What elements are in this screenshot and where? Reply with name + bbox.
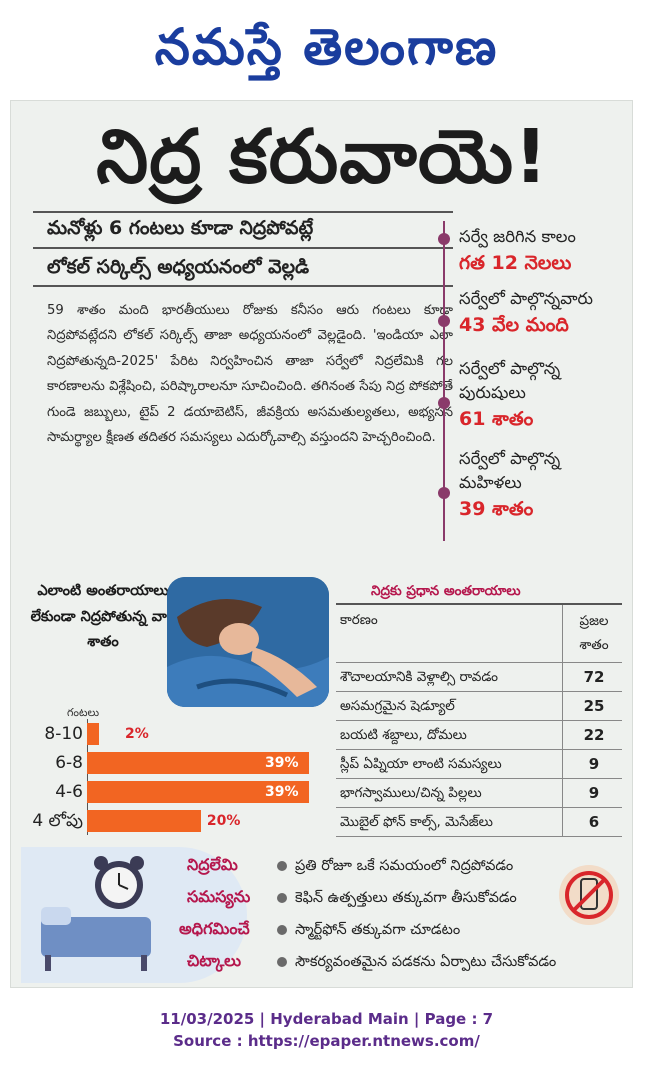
table-header: కారణం ప్రజల శాతం [336,605,622,663]
chart-category-label: 8-10 [44,724,83,744]
timeline-value: 61 శాతం [459,408,534,430]
subhead-1: మనోళ్లు 6 గంటలు కూడా నిద్రపోవట్లే [47,217,314,239]
table-header-percent: ప్రజల శాతం [579,613,609,653]
tip-item: సౌకర్యవంతమైన పడకను ఏర్పాటు చేసుకోవడం [277,951,627,975]
table-column-divider [562,750,563,778]
source-link[interactable]: Source : https://epaper.ntnews.com/ [173,1032,480,1050]
chart-bar [87,752,309,774]
table-row: బయటి శబ్దాలు, దోమలు 22 [336,721,622,750]
chart-value-label: 39% [265,755,299,771]
tip-item: కెఫిన్ ఉత్పత్తులు తక్కువగా తీసుకోవడం [277,887,627,911]
table-cell-cause: స్లీప్ ఏప్నియా లాంటి సమస్యలు [340,756,502,772]
table-cell-cause: అసమగ్రమైన షెడ్యూల్ [340,698,455,714]
table-cell-percent: 22 [583,726,605,744]
sleep-hours-bar-chart: 8-10 2% 6-8 39% 4-6 39% 4 లోపు 20% [11,719,331,839]
timeline-item: సర్వే జరిగిన కాలం గత 12 నెలలు [438,225,633,277]
timeline-dot-icon [438,315,450,327]
tip-item: ప్రతి రోజూ ఒకే సమయంలో నిద్రపోవడం [277,855,627,879]
timeline-value: గత 12 నెలలు [459,252,572,274]
table-cell-cause: భాగస్వాములు/చిన్న పిల్లలు [340,785,482,801]
tip-text: సౌకర్యవంతమైన పడకను ఏర్పాటు చేసుకోవడం [295,954,557,970]
table-column-divider [562,605,563,662]
timeline-label: సర్వేలో పాల్గొన్నవారు [459,289,593,308]
table-row: శౌచాలయానికి వెళ్లాల్సి రావడం 72 [336,663,622,692]
table-header-cause: కారణం [340,612,378,628]
table-row: స్లీప్ ఏప్నియా లాంటి సమస్యలు 9 [336,750,622,779]
table-row: మొబైల్ ఫోన్ కాల్స్, మెసేజ్‌లు 6 [336,808,622,837]
article-panel: నిద్ర కరువాయె! మనోళ్లు 6 గంటలు కూడా నిద్… [10,100,633,988]
timeline-item: సర్వేలో పాల్గొన్నవారు 43 వేల మంది [438,287,633,339]
chart-value-label: 2% [125,726,149,742]
tip-text: ప్రతి రోజూ ఒకే సమయంలో నిద్రపోవడం [295,858,514,874]
chart-bar [87,810,201,832]
bullet-icon [277,861,287,871]
table-cell-cause: బయటి శబ్దాలు, దోమలు [340,727,467,743]
table-cell-percent: 25 [583,697,605,715]
timeline-line [443,221,445,541]
table-column-divider [562,663,563,691]
timeline-dot-icon [438,233,450,245]
table-column-divider [562,721,563,749]
timeline-item: సర్వేలో పాల్గొన్న పురుషులు 61 శాతం [438,357,633,433]
timeline-label: సర్వేలో పాల్గొన్న మహిళలు [459,449,561,492]
chart-axis-line [87,719,88,835]
tip-item: స్మార్ట్‌ఫోన్ తక్కువగా చూడటం [277,919,627,943]
dateline: 11/03/2025 | Hyderabad Main | Page : 7 [159,1010,494,1028]
timeline-dot-icon [438,397,450,409]
hours-axis-label: గంటలు [67,706,100,719]
timeline-value: 43 వేల మంది [459,314,569,336]
table-row: అసమగ్రమైన షెడ్యూల్ 25 [336,692,622,721]
tips-section: నిద్రలేమి సమస్యను అధిగమించే చిట్కాలు ప్ర… [11,843,634,989]
chart-category-label: 4-6 [55,782,83,802]
bullet-icon [277,957,287,967]
table-cell-percent: 72 [583,668,605,686]
headline: నిద్ర కరువాయె! [96,114,549,200]
bullet-icon [277,893,287,903]
table-cell-cause: మొబైల్ ఫోన్ కాల్స్, మెసేజ్‌లు [340,814,493,830]
chart-title: ఎలాంటి అంతరాయాలు లేకుండా నిద్రపోతున్న వా… [30,583,176,650]
bedroom-clock-illustration [21,847,247,983]
survey-facts-timeline: సర్వే జరిగిన కాలం గత 12 నెలలు సర్వేలో పా… [438,221,633,541]
subhead-rule-mid [33,247,453,249]
chart-category-label: 4 లోపు [32,811,83,831]
table-cell-percent: 9 [588,784,600,802]
sleeping-woman-photo [167,577,329,707]
table-cell-cause: శౌచాలయానికి వెళ్లాల్సి రావడం [340,669,498,685]
table-cell-percent: 9 [588,755,600,773]
table-title: నిద్రకు ప్రధాన అంతరాయాలు [371,583,521,599]
timeline-label: సర్వేలో పాల్గొన్న పురుషులు [459,359,561,402]
timeline-item: సర్వేలో పాల్గొన్న మహిళలు 39 శాతం [438,447,633,523]
bullet-icon [277,925,287,935]
table-column-divider [562,808,563,836]
chart-bar [87,781,309,803]
tips-heading-line: చిట్కాలు [187,951,242,970]
tips-heading-line: అధిగమించే [179,919,250,938]
table-column-divider [562,692,563,720]
subhead-rule-bottom [33,285,453,287]
tips-heading-line: సమస్యను [187,887,251,906]
no-phone-icon [559,865,619,925]
disturbance-table: కారణం ప్రజల శాతం శౌచాలయానికి వెళ్లాల్సి … [336,603,622,837]
timeline-value: 39 శాతం [459,498,534,520]
chart-value-label: 20% [206,813,241,829]
article-body: 59 శాతం మంది భారతీయులు రోజుకు కనీసం ఆరు … [47,303,453,446]
timeline-label: సర్వే జరిగిన కాలం [459,227,576,246]
masthead-title: నమస్తే తెలంగాణ [154,17,499,76]
tips-heading-line: నిద్రలేమి [187,855,238,874]
table-cell-percent: 6 [588,813,600,831]
subhead-2: లోకల్ సర్కిల్స్ అధ్యయనంలో వెల్లడి [47,256,310,278]
chart-bar [87,723,99,745]
tip-text: స్మార్ట్‌ఫోన్ తక్కువగా చూడటం [295,922,461,938]
masthead: నమస్తే తెలంగాణ [0,8,653,86]
tip-text: కెఫిన్ ఉత్పత్తులు తక్కువగా తీసుకోవడం [295,890,517,906]
chart-value-label: 39% [265,784,299,800]
chart-category-label: 6-8 [55,753,83,773]
timeline-dot-icon [438,487,450,499]
table-row: భాగస్వాములు/చిన్న పిల్లలు 9 [336,779,622,808]
subhead-rule-top [33,211,453,213]
table-column-divider [562,779,563,807]
